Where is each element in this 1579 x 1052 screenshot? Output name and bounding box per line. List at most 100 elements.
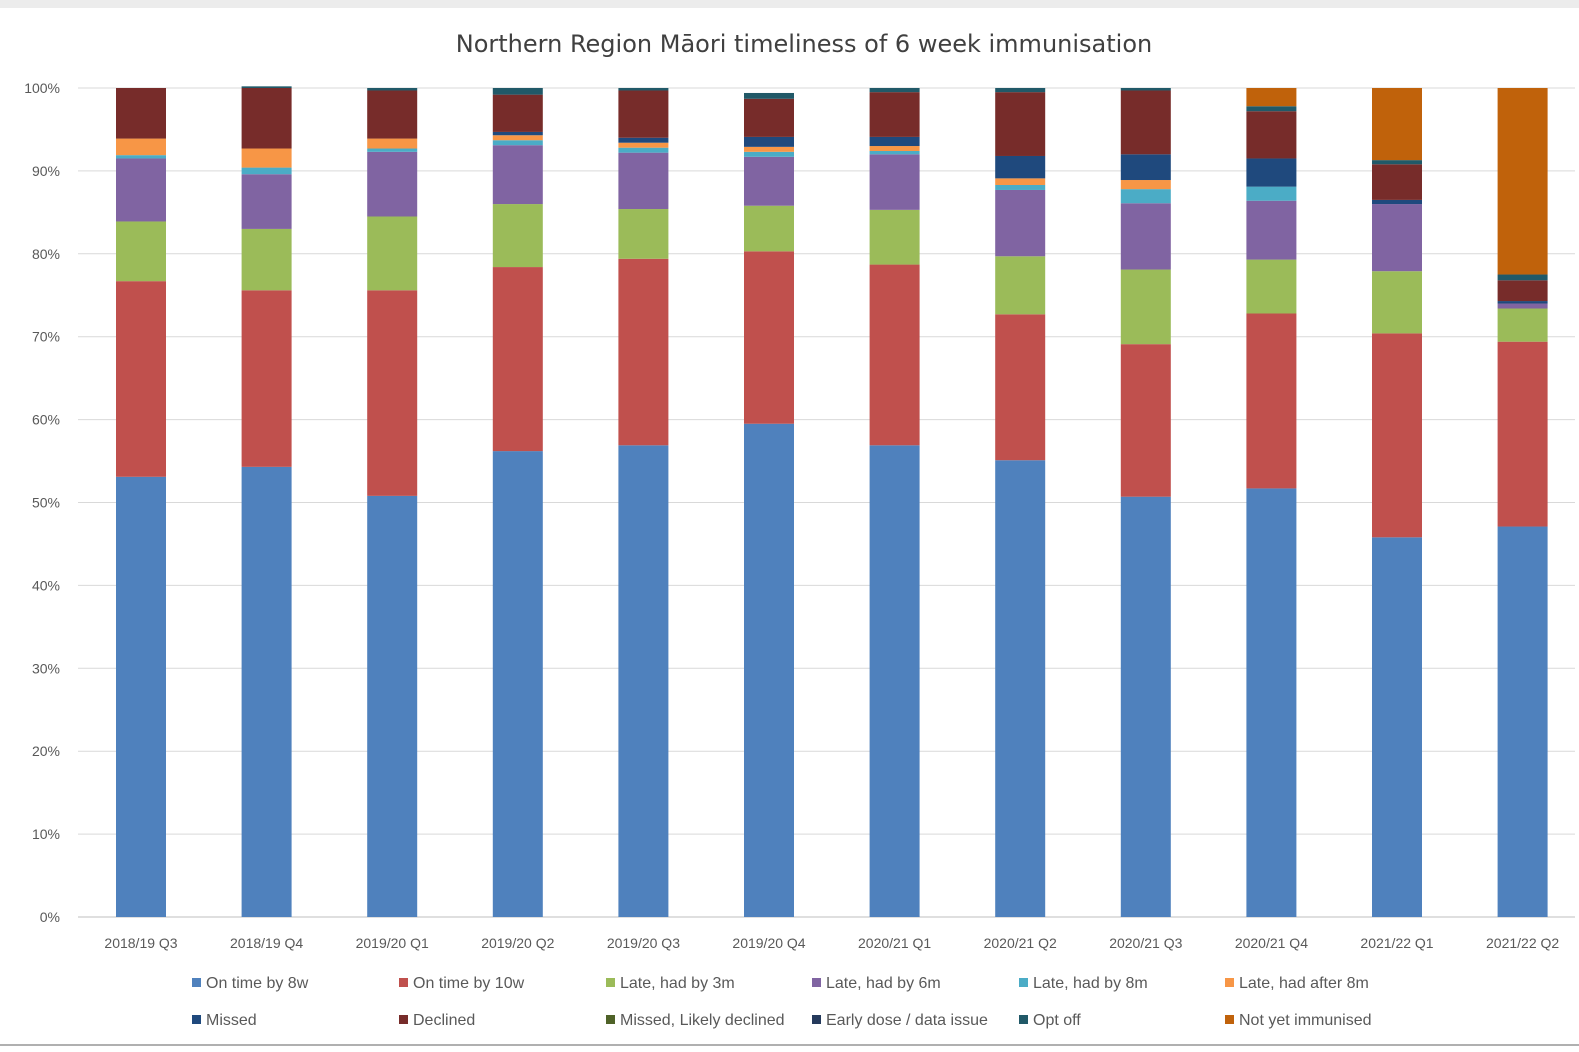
- bar-segment: [1372, 204, 1422, 272]
- chart-title: Northern Region Māori timeliness of 6 we…: [456, 30, 1152, 58]
- bar-segment: [995, 178, 1046, 185]
- legend-swatch: [812, 978, 821, 987]
- bar-segment: [995, 460, 1046, 917]
- bar-segment: [744, 136, 794, 147]
- bar-segment: [869, 88, 920, 93]
- legend-label: Opt off: [1033, 1012, 1081, 1029]
- bar-segment: [367, 290, 418, 496]
- x-tick-label: 2020/21 Q2: [984, 935, 1057, 951]
- x-tick-label: 2021/22 Q2: [1486, 935, 1559, 951]
- bar-segment: [869, 154, 920, 210]
- y-tick-label: 10%: [32, 826, 60, 842]
- top-border: [0, 0, 1579, 8]
- bar-segment: [241, 290, 292, 467]
- x-tick-label: 2019/20 Q2: [481, 935, 554, 951]
- legend-label: Late, had by 6m: [826, 975, 941, 992]
- bar-segment: [869, 92, 920, 137]
- bar-segment: [1372, 88, 1422, 161]
- bar-segment: [1497, 303, 1548, 309]
- bar-segment: [1372, 333, 1422, 538]
- bar-segment: [1497, 280, 1548, 302]
- x-tick-label: 2020/21 Q1: [858, 935, 931, 951]
- bar-segment: [116, 281, 166, 477]
- bar-segment: [492, 94, 543, 132]
- bar-segment: [367, 88, 418, 91]
- bars: [116, 86, 1548, 917]
- legend-label: On time by 8w: [206, 975, 309, 992]
- bar-segment: [116, 221, 166, 282]
- bar-segment: [744, 92, 794, 99]
- y-tick-label: 20%: [32, 743, 60, 759]
- legend-label: Not yet immunised: [1239, 1012, 1372, 1029]
- legend: On time by 8w On time by 10w Late, had by …: [192, 975, 1372, 1029]
- bar-segment: [618, 88, 669, 91]
- bar-segment: [116, 476, 166, 917]
- bar-segment: [241, 148, 292, 168]
- bar-segment: [869, 264, 920, 446]
- x-tick-label: 2019/20 Q1: [356, 935, 429, 951]
- bar-segment: [618, 137, 669, 143]
- bar-segment: [995, 184, 1046, 190]
- bar-segment: [116, 88, 166, 139]
- x-axis-ticks: 2018/19 Q3 2018/19 Q4 2019/20 Q1 2019/20 Q2…: [104, 935, 1559, 951]
- legend-swatch: [1225, 978, 1234, 987]
- bar-segment: [744, 151, 794, 157]
- bar-segment: [744, 251, 794, 424]
- bar-segment: [618, 142, 669, 148]
- bar-segment: [1246, 313, 1297, 489]
- x-tick-label: 2018/19 Q4: [230, 935, 303, 951]
- bar-segment: [1246, 88, 1297, 107]
- legend-swatch: [606, 1015, 615, 1024]
- bar-segment: [1497, 308, 1548, 342]
- bar-segment: [367, 495, 418, 917]
- y-axis-ticks: 0% 10% 20% 30% 40% 50% 60% 70% 80% 90% 100%: [24, 80, 60, 925]
- gridlines: [78, 87, 1575, 918]
- legend-swatch: [192, 978, 201, 987]
- x-tick-label: 2021/22 Q1: [1360, 935, 1433, 951]
- bar-segment: [1497, 341, 1548, 527]
- y-tick-label: 100%: [24, 80, 60, 96]
- bar-segment: [241, 228, 292, 291]
- x-tick-label: 2019/20 Q3: [607, 935, 680, 951]
- bar-segment: [869, 146, 920, 152]
- bar-segment: [618, 258, 669, 446]
- bar-segment: [1120, 189, 1171, 204]
- y-tick-label: 0%: [40, 909, 60, 925]
- bar-segment: [1120, 496, 1171, 917]
- y-tick-label: 90%: [32, 163, 60, 179]
- bar-segment: [1372, 537, 1422, 917]
- legend-swatch: [399, 1015, 408, 1024]
- legend-swatch: [1225, 1015, 1234, 1024]
- y-tick-label: 80%: [32, 246, 60, 262]
- bar-segment: [367, 138, 418, 149]
- bar-segment: [744, 205, 794, 252]
- bar-segment: [995, 155, 1046, 179]
- y-tick-label: 70%: [32, 329, 60, 345]
- bar-segment: [367, 216, 418, 291]
- bar-segment: [869, 151, 920, 155]
- bar-segment: [1120, 203, 1171, 270]
- legend-label: Early dose / data issue: [826, 1012, 988, 1029]
- bar-segment: [1372, 199, 1422, 205]
- bar-segment: [744, 98, 794, 137]
- bar-segment: [618, 90, 669, 138]
- bar-segment: [116, 158, 166, 222]
- bar-segment: [744, 156, 794, 206]
- legend-swatch: [1019, 978, 1028, 987]
- bar-segment: [492, 131, 543, 136]
- legend-label: Declined: [413, 1012, 475, 1029]
- bar-segment: [869, 209, 920, 265]
- bar-segment: [116, 138, 166, 156]
- bar-segment: [1120, 90, 1171, 155]
- x-tick-label: 2019/20 Q4: [732, 935, 805, 951]
- bar-segment: [1120, 180, 1171, 190]
- bar-segment: [492, 135, 543, 141]
- bar-segment: [995, 92, 1046, 156]
- bar-segment: [995, 88, 1046, 93]
- bar-segment: [618, 147, 669, 153]
- bar-segment: [241, 88, 292, 149]
- bar-segment: [869, 445, 920, 917]
- bar-segment: [241, 86, 292, 88]
- bar-segment: [367, 148, 418, 152]
